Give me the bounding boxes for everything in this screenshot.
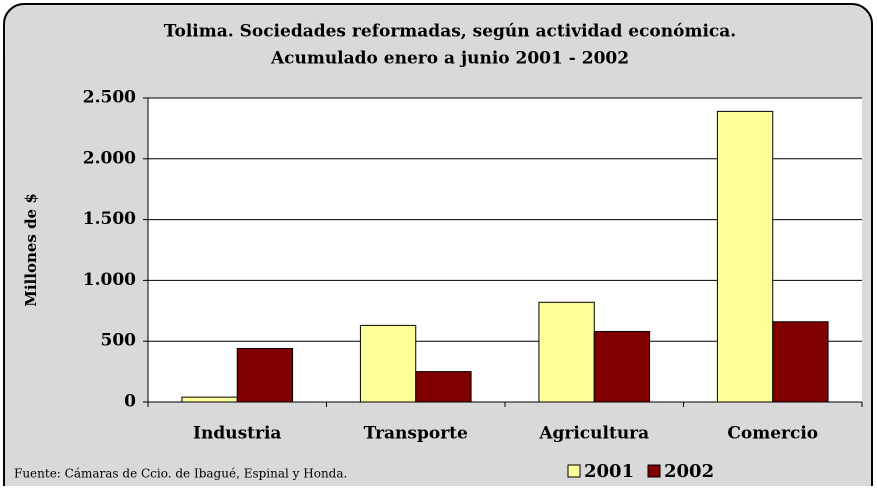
- bar: [236, 347, 294, 403]
- chart-title: Tolima. Sociedades reformadas, según act…: [164, 22, 736, 42]
- x-tick-label: Comercio: [727, 424, 818, 444]
- bar: [716, 110, 774, 403]
- y-tick-label: 500: [101, 331, 137, 351]
- legend-swatch: [567, 464, 581, 478]
- bar: [593, 330, 651, 403]
- y-tick-label: 1.000: [83, 270, 136, 290]
- legend-swatch: [647, 464, 661, 478]
- chart-subtitle: Acumulado enero a junio 2001 - 2002: [270, 49, 629, 69]
- x-tick-label: Agricultura: [538, 424, 649, 444]
- bar: [538, 301, 595, 403]
- y-tick-label: 2.500: [83, 88, 136, 108]
- y-tick-label: 0: [124, 392, 136, 412]
- x-tick-label: Industria: [193, 424, 281, 444]
- x-tick-label: Transporte: [364, 424, 468, 444]
- legend-label: 2002: [664, 461, 714, 482]
- bar: [772, 321, 829, 403]
- y-axis-label: Millones de $: [22, 193, 40, 307]
- source-note: Fuente: Cámaras de Ccio. de Ibagué, Espi…: [14, 467, 347, 481]
- legend-label: 2001: [584, 461, 634, 482]
- bar: [181, 396, 238, 403]
- y-tick-label: 2.000: [83, 148, 136, 168]
- bar: [415, 371, 472, 403]
- bar: [359, 324, 417, 403]
- y-tick-label: 1.500: [83, 209, 136, 229]
